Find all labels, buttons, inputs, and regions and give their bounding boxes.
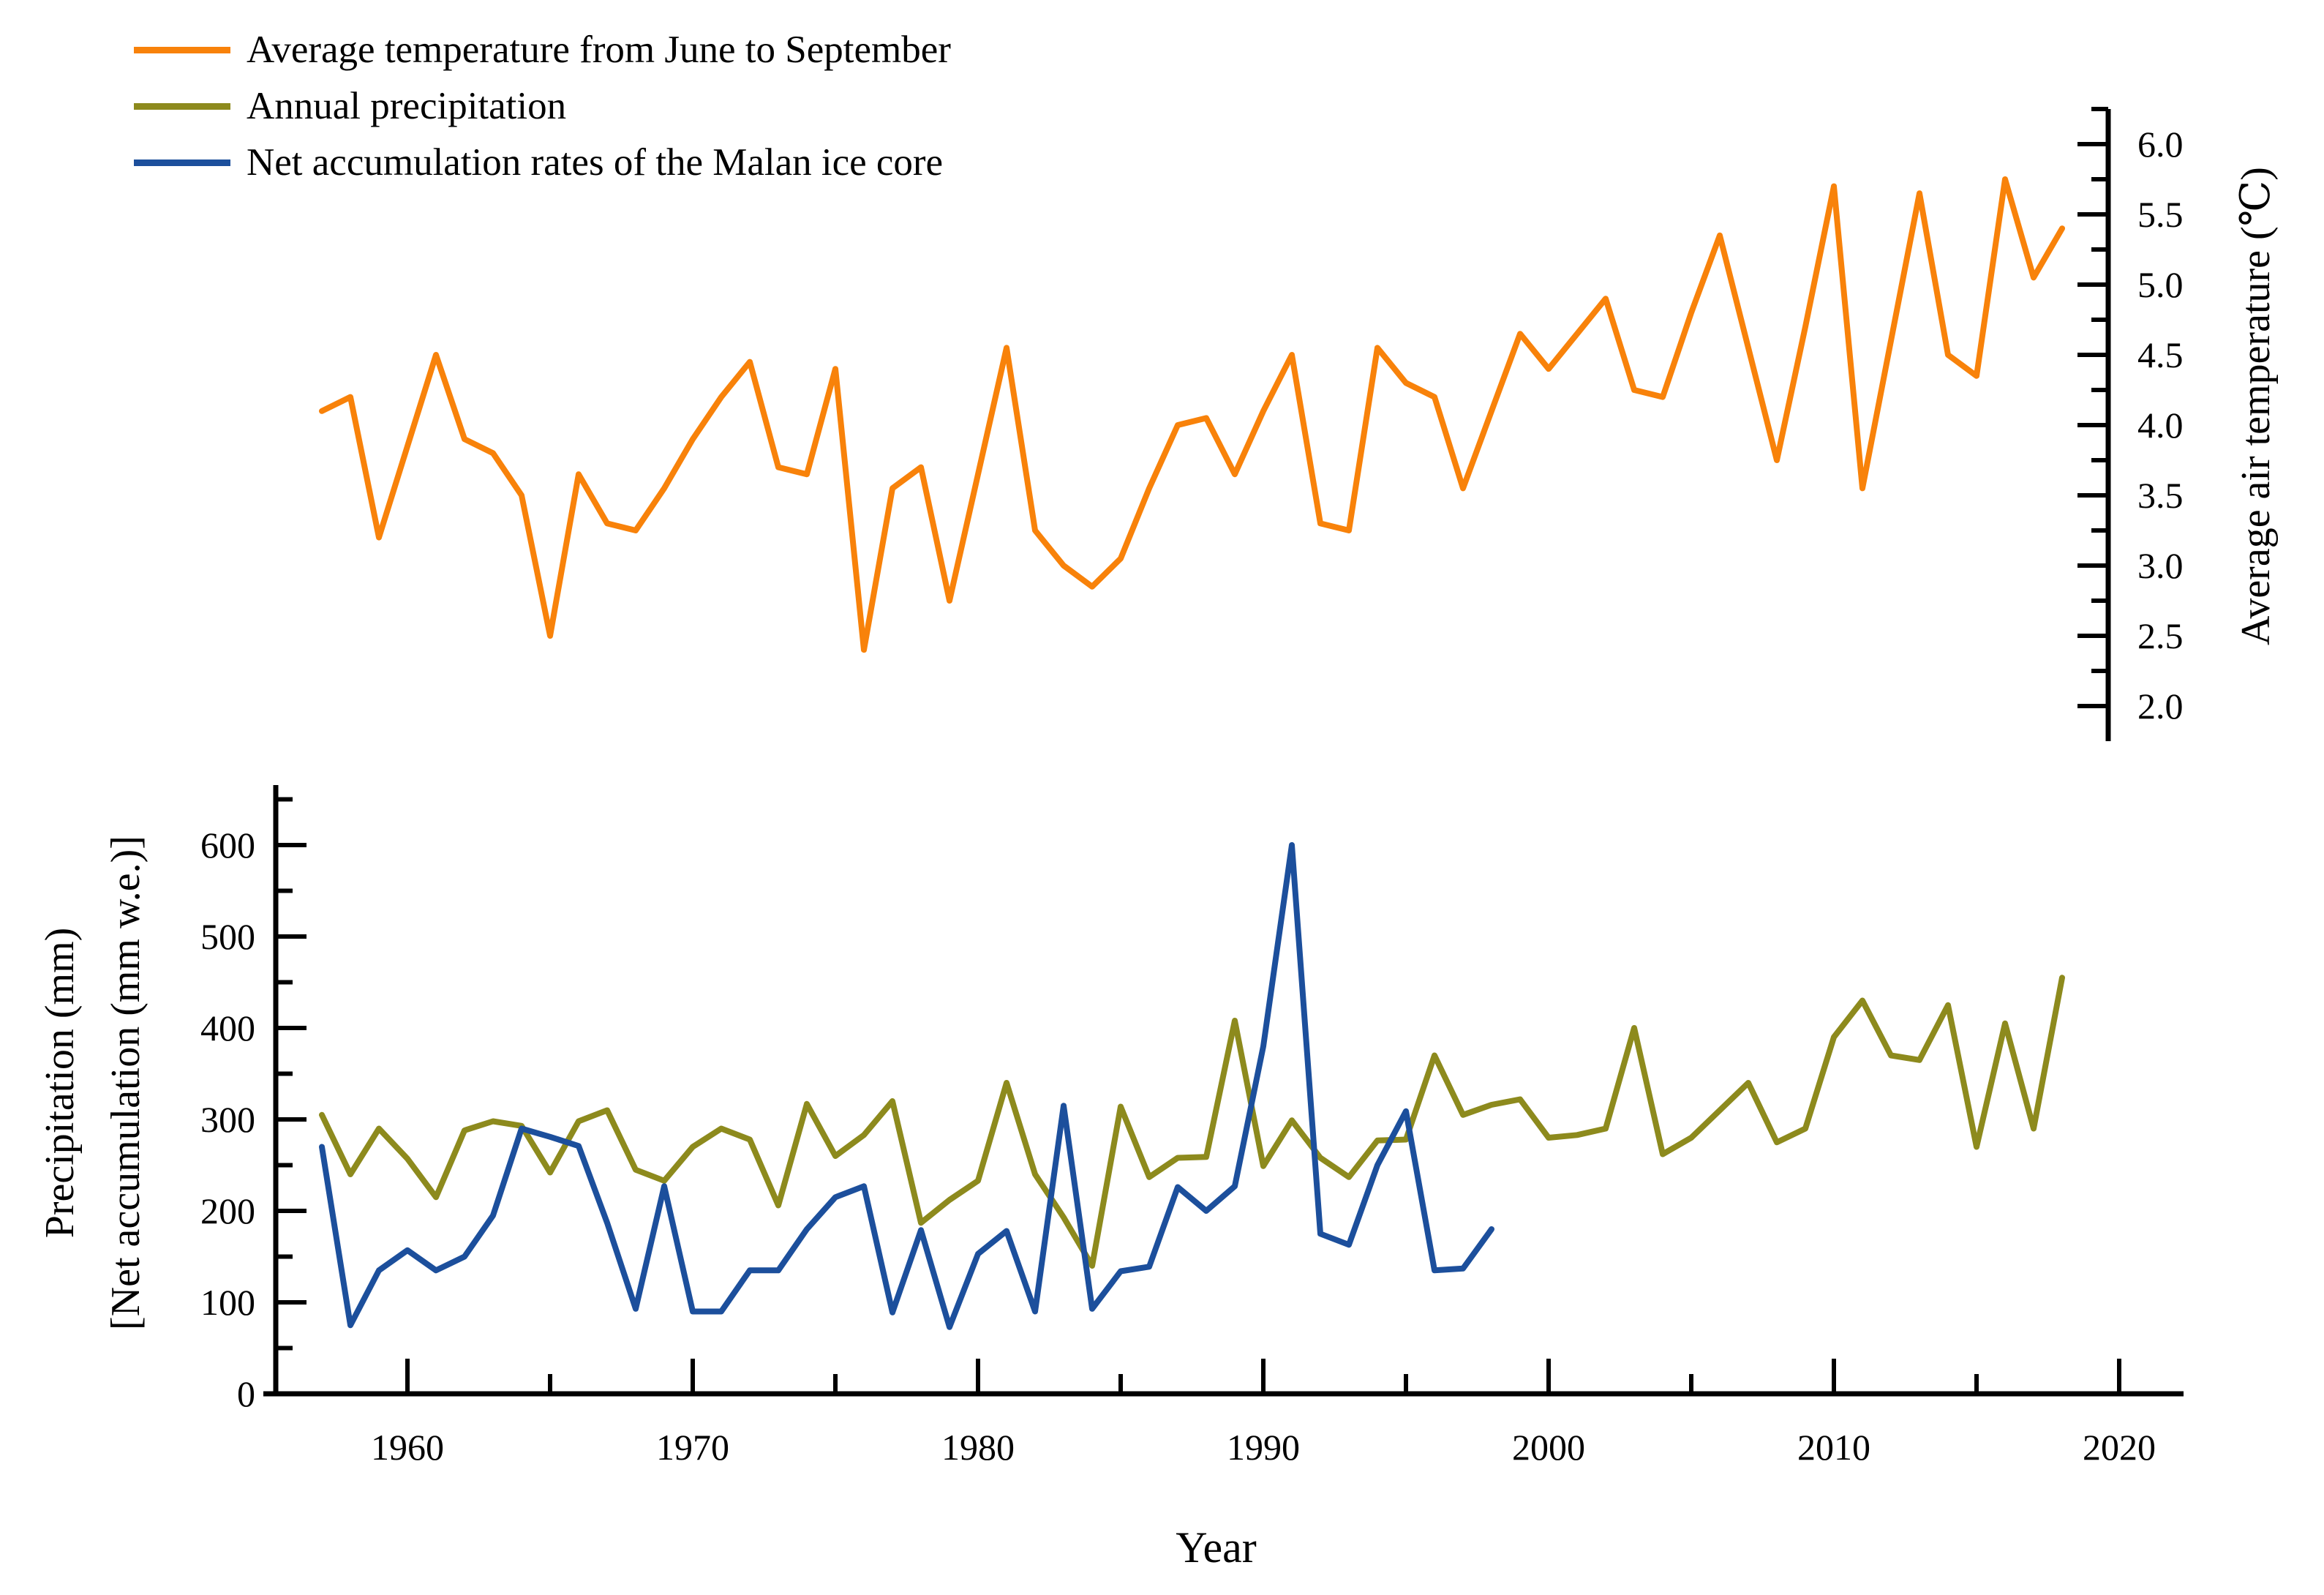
left-axis-title-net-accumulation: [Net accumulation (mm w.e.)] [103, 836, 148, 1330]
temperature-tick-label: 3.0 [2137, 545, 2184, 586]
net-accumulation-line-swatch-icon [134, 160, 230, 166]
year-tick-label: 2010 [1797, 1427, 1870, 1468]
legend: Average temperature from June to Septemb… [134, 22, 951, 191]
series-line-precipitation [319, 975, 2065, 1269]
temperature-tick-label: 3.5 [2137, 475, 2184, 516]
year-tick-label: 1970 [656, 1427, 729, 1468]
x-axis-title: Year [1176, 1523, 1257, 1572]
precipitation-line-swatch-icon [134, 103, 230, 110]
legend-item-temperature: Average temperature from June to Septemb… [134, 22, 951, 78]
left-axis-title-precipitation: Precipitation (mm) [37, 927, 83, 1239]
precipitation-tick-label: 0 [237, 1373, 255, 1414]
temperature-tick-label: 4.0 [2137, 405, 2184, 446]
legend-label-net-accumulation: Net accumulation rates of the Malan ice … [247, 141, 944, 184]
year-tick-label: 2020 [2083, 1427, 2156, 1468]
year-tick-label: 2000 [1512, 1427, 1585, 1468]
legend-item-net-accumulation: Net accumulation rates of the Malan ice … [134, 135, 951, 191]
temperature-tick-label: 5.0 [2137, 264, 2184, 305]
precipitation-tick-label: 300 [200, 1099, 255, 1140]
temperature-tick-label: 6.0 [2137, 124, 2184, 165]
legend-label-temperature: Average temperature from June to Septemb… [247, 29, 951, 71]
temperature-tick-label: 2.0 [2137, 686, 2184, 727]
temperature-line-swatch-icon [134, 47, 230, 53]
temperature-tick-label: 4.5 [2137, 334, 2184, 375]
precipitation-tick-label: 500 [200, 916, 255, 957]
year-tick-label: 1980 [941, 1427, 1015, 1468]
precipitation-tick-label: 200 [200, 1190, 255, 1231]
legend-item-precipitation: Annual precipitation [134, 78, 951, 135]
temperature-tick-label: 5.5 [2137, 194, 2184, 235]
right-axis-title-temperature: Average air temperature (℃) [2233, 167, 2279, 645]
precipitation-tick-label: 400 [200, 1007, 255, 1048]
legend-label-precipitation: Annual precipitation [247, 85, 567, 127]
year-tick-label: 1990 [1227, 1427, 1300, 1468]
series-line-net_accumulation [319, 842, 1494, 1330]
series-line-temperature [319, 176, 2065, 653]
precipitation-tick-label: 600 [200, 825, 255, 866]
temperature-tick-label: 2.5 [2137, 615, 2184, 656]
year-tick-label: 1960 [371, 1427, 444, 1468]
precipitation-tick-label: 100 [200, 1282, 255, 1323]
